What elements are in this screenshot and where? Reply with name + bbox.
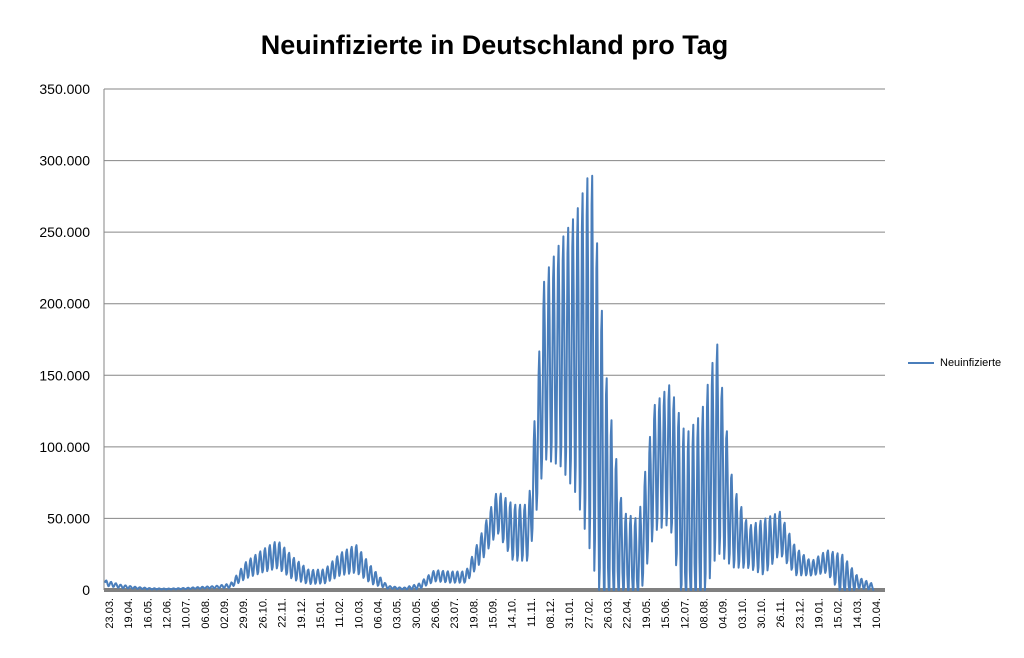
- y-tick-label: 50.000: [47, 510, 90, 526]
- y-tick-label: 350.000: [39, 81, 90, 97]
- x-tick-label: 02.09.: [219, 598, 231, 629]
- x-tick-label: 11.02.: [334, 598, 346, 628]
- x-tick-label: 15.02.: [833, 598, 845, 629]
- x-tick-label: 26.11.: [775, 598, 787, 628]
- chart-title: Neuinfizierte in Deutschland pro Tag: [260, 30, 729, 60]
- x-tick-label: 06.08.: [200, 598, 212, 629]
- series-line-neuinfizierte: [104, 174, 875, 591]
- x-tick-label: 03.05.: [392, 598, 404, 629]
- x-tick-label: 30.05.: [411, 598, 423, 629]
- x-tick-label: 23.03.: [104, 598, 116, 629]
- y-tick-label: 0: [82, 582, 90, 598]
- x-tick-label: 10.07.: [181, 598, 193, 629]
- x-tick-label: 08.08.: [698, 598, 710, 629]
- x-tick-label: 10.03.: [353, 598, 365, 629]
- x-tick-label: 14.03.: [852, 598, 864, 629]
- y-tick-labels: 0 50.000 100.000 150.000 200.000 250.000 300.0…: [39, 81, 90, 598]
- x-tick-label: 31.01.: [564, 598, 576, 629]
- x-tick-labels: 23.03. 19.04. 16.05. 12.06. 10.07. 06.08. 02.0…: [104, 598, 883, 629]
- legend-swatch: [908, 362, 934, 364]
- x-tick-label: 22.04.: [622, 598, 634, 629]
- x-tick-label: 10.04.: [871, 598, 883, 629]
- y-tick-label: 250.000: [39, 224, 90, 240]
- x-tick-label: 26.06.: [430, 598, 442, 629]
- x-tick-label: 27.02.: [583, 598, 595, 629]
- x-tick-label: 15.09.: [488, 598, 500, 629]
- x-tick-label: 22.11.: [277, 598, 289, 628]
- x-tick-label: 11.11.: [526, 598, 538, 627]
- y-tick-label: 150.000: [39, 367, 90, 383]
- x-tick-label: 30.10.: [756, 598, 768, 629]
- x-tick-label: 15.06.: [660, 598, 672, 629]
- legend-label: Neuinfizierte: [940, 357, 1002, 369]
- x-tick-label: 15.01.: [315, 598, 327, 629]
- x-tick-label: 08.12.: [545, 598, 557, 629]
- x-tick-label: 23.12.: [794, 598, 806, 629]
- x-tick-label: 19.05.: [641, 598, 653, 629]
- x-tick-label: 16.05.: [142, 598, 154, 629]
- x-tick-label: 03.10.: [737, 598, 749, 629]
- x-tick-label: 12.06.: [162, 598, 174, 629]
- x-tick-label: 19.01.: [813, 598, 825, 629]
- x-tick-label: 23.07.: [449, 598, 461, 629]
- y-tick-label: 200.000: [39, 296, 90, 312]
- x-tick-label: 14.10.: [507, 598, 519, 629]
- series-layer: [104, 174, 875, 591]
- x-tick-label: 04.09.: [718, 598, 730, 629]
- grid-lines: [104, 88, 885, 519]
- legend: Neuinfizierte: [908, 357, 1001, 369]
- x-tick-label: 26.10.: [257, 598, 269, 629]
- x-axis-band: [104, 588, 885, 592]
- y-tick-label: 300.000: [39, 153, 90, 169]
- x-tick-label: 12.07.: [679, 598, 691, 629]
- y-tick-label: 100.000: [39, 439, 90, 455]
- x-tick-label: 26.03.: [603, 598, 615, 629]
- x-tick-label: 19.04.: [123, 598, 135, 629]
- axes: [103, 89, 885, 592]
- x-tick-label: 06.04.: [372, 598, 384, 629]
- x-tick-label: 19.08.: [468, 598, 480, 629]
- x-tick-label: 29.09.: [238, 598, 250, 629]
- x-tick-label: 19.12.: [296, 598, 308, 629]
